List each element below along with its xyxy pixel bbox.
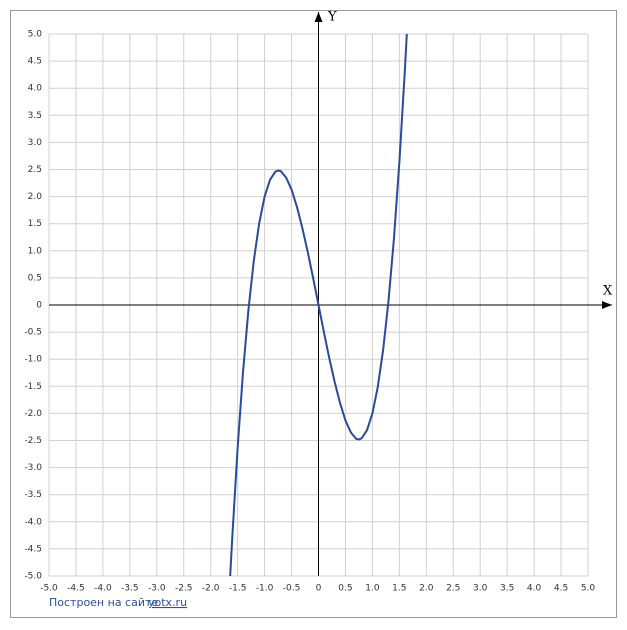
- y-tick-label: -4.0: [24, 517, 42, 527]
- x-tick-label: -1.0: [256, 584, 274, 594]
- axes: -5.0 -4.5 -4.0 -3.5 -3.0 -2.5 -2.0 -1.5 -1.0 -0.5…: [24, 12, 612, 594]
- x-tick-label: 2.5: [446, 584, 460, 594]
- y-tick-label: -5.0: [24, 572, 42, 582]
- y-tick-label: -1.0: [24, 355, 42, 365]
- x-tick-label: -3.5: [121, 584, 139, 594]
- x-tick-label: -2.0: [202, 584, 220, 594]
- x-tick-label: 0.5: [338, 584, 352, 594]
- y-tick-label: 2.5: [28, 165, 42, 175]
- y-tick-label: -3.0: [24, 463, 42, 473]
- plot-area: [229, 34, 408, 576]
- x-tick-label: 4.0: [527, 584, 542, 594]
- y-tick-label: 4.0: [28, 84, 43, 94]
- x-tick-label: -2.5: [175, 584, 193, 594]
- x-axis-label: X: [603, 284, 613, 299]
- y-tick-label: -4.5: [24, 544, 42, 554]
- y-tick-label: 0: [36, 301, 42, 311]
- x-tick-label: -3.0: [148, 584, 166, 594]
- x-tick-label: -0.5: [283, 584, 301, 594]
- y-tick-label: 3.0: [28, 138, 43, 148]
- x-tick-label: 4.5: [554, 584, 568, 594]
- y-tick-label: -3.5: [24, 490, 42, 500]
- x-tick-label: 3.5: [500, 584, 514, 594]
- y-axis-label: Y: [327, 10, 337, 25]
- x-tick-label: 0: [316, 584, 322, 594]
- y-tick-label: -2.5: [24, 436, 42, 446]
- y-tick-label: 3.5: [28, 111, 42, 121]
- y-tick-label: 2.0: [28, 192, 43, 202]
- y-tick-label: 0.5: [28, 273, 42, 283]
- y-tick-label: -2.0: [24, 409, 42, 419]
- x-tick-label: 3.0: [473, 584, 488, 594]
- y-tick-label: 1.0: [28, 246, 43, 256]
- footer-text: Построен на сайте: [49, 596, 158, 609]
- x-tick-label: -4.5: [67, 584, 85, 594]
- y-axis-arrow: [314, 12, 323, 22]
- footer-link[interactable]: yotx.ru: [148, 596, 187, 609]
- x-tick-label: 5.0: [581, 584, 596, 594]
- x-tick-label: 1.5: [392, 584, 406, 594]
- x-axis-arrow: [602, 301, 612, 309]
- y-tick-label: 5.0: [28, 30, 43, 40]
- y-tick-label: 4.5: [28, 57, 42, 67]
- x-tick-label: -1.5: [229, 584, 247, 594]
- curve: [229, 34, 408, 576]
- x-tick-label: 2.0: [419, 584, 434, 594]
- y-tick-label: 1.5: [28, 219, 42, 229]
- x-tick-label: -5.0: [40, 584, 58, 594]
- y-tick-label: -0.5: [24, 328, 42, 338]
- y-tick-label: -1.5: [24, 382, 42, 392]
- x-tick-label: -4.0: [94, 584, 112, 594]
- x-tick-label: 1.0: [365, 584, 380, 594]
- frame: [10, 10, 617, 618]
